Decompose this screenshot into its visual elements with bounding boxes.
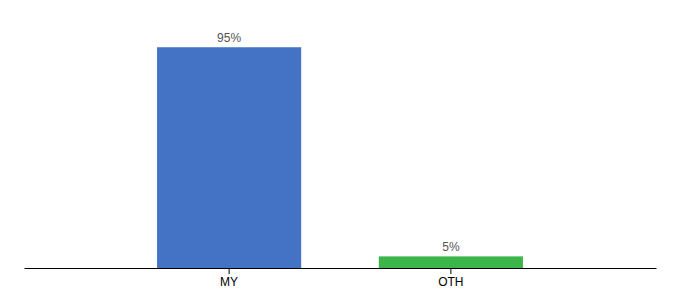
x-axis-line: [25, 268, 657, 269]
x-tick-label: MY: [220, 275, 238, 289]
data-label: 95%: [217, 31, 241, 45]
x-tick-mark: [450, 268, 451, 274]
bar: [157, 47, 301, 268]
data-labels: 95% 5%: [217, 31, 460, 254]
x-tick: OTH: [438, 268, 463, 289]
x-tick-label: OTH: [438, 275, 463, 289]
chart-svg: MY OTH 95% 5%: [0, 0, 680, 300]
chart-container: MY OTH 95% 5%: [0, 0, 680, 300]
bar: [379, 256, 523, 268]
data-label: 5%: [442, 240, 460, 254]
x-tick-mark: [229, 268, 230, 274]
plot-area: MY OTH 95% 5%: [25, 31, 657, 288]
x-tick: MY: [220, 268, 238, 289]
x-axis: MY OTH: [25, 268, 657, 289]
bars: [157, 47, 523, 268]
